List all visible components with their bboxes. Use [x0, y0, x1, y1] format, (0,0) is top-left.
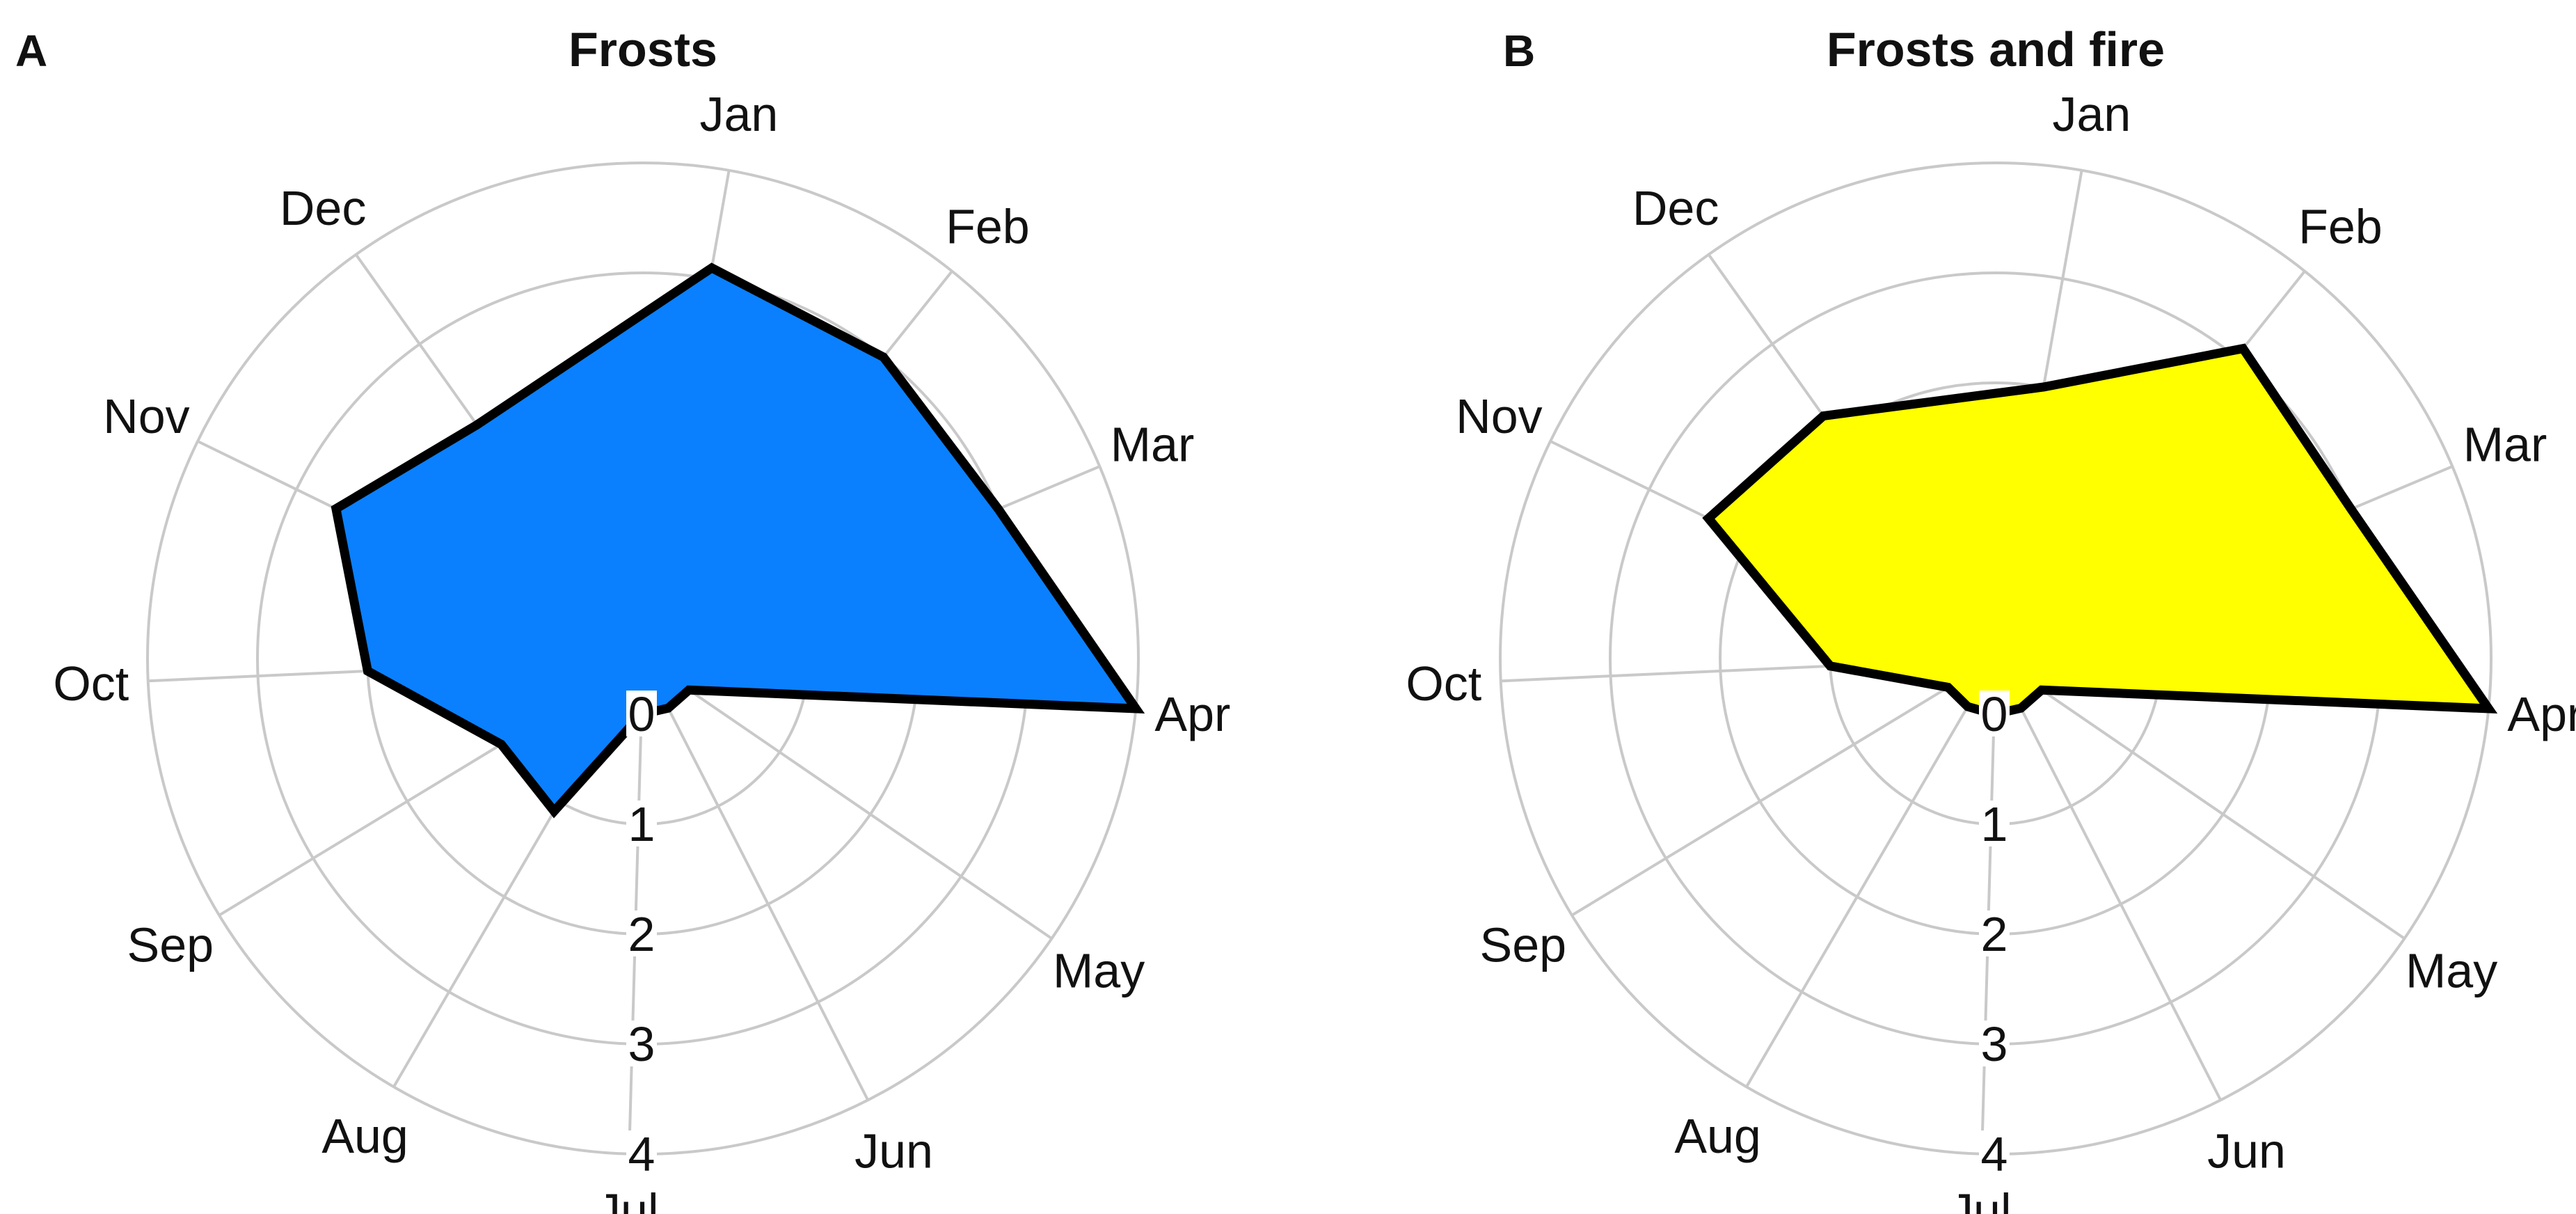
tick-label-background: [1979, 691, 2010, 736]
radial-tick-label: 1: [628, 797, 655, 851]
spoke-aug: [1745, 706, 1969, 1088]
month-label-aug: Aug: [321, 1109, 408, 1163]
month-label-jun: Jun: [2207, 1124, 2286, 1178]
radial-tick-labels: 0 1 2 3 4: [626, 687, 657, 1181]
month-label-may: May: [1053, 944, 1145, 998]
month-labels: Jan Feb Mar Apr May Jun Jul Aug Sep Oct Nov Dec: [53, 87, 1230, 1214]
month-label-nov: Nov: [1456, 389, 1542, 443]
tick-label-background: [626, 1130, 657, 1176]
tick-label-background: [1979, 1130, 2010, 1176]
month-label-mar: Mar: [1111, 417, 1195, 471]
month-label-jan: Jan: [2052, 87, 2131, 141]
radar-data: [1702, 343, 2498, 719]
month-label-aug: Aug: [1674, 1109, 1761, 1163]
radial-tick-label: 4: [1981, 1127, 2008, 1181]
radial-tick-label: 3: [1981, 1017, 2008, 1071]
radar-panel-frosts-and-fire: B Frosts and fire Jan Feb Mar Apr May Jun Jul A…: [1406, 22, 2576, 1214]
month-label-jul: Jul: [1949, 1184, 2011, 1214]
month-label-may: May: [2406, 944, 2497, 998]
tick-label-background: [626, 691, 657, 736]
month-label-feb: Feb: [946, 200, 1030, 254]
month-label-jul: Jul: [596, 1184, 658, 1214]
month-label-dec: Dec: [1632, 181, 1719, 235]
month-label-mar: Mar: [2463, 417, 2547, 471]
month-label-nov: Nov: [103, 389, 189, 443]
tick-label-background: [1979, 1020, 2010, 1066]
month-label-apr: Apr: [1154, 687, 1230, 741]
tick-label-background: [626, 801, 657, 846]
radial-tick-label: 0: [1981, 687, 2008, 741]
month-label-sep: Sep: [1480, 917, 1567, 972]
month-label-jun: Jun: [854, 1124, 933, 1178]
series-area: [331, 262, 1145, 819]
spoke-jun: [2019, 707, 2223, 1101]
radial-tick-label: 2: [1981, 907, 2008, 961]
radial-tick-labels: 0 1 2 3 4: [1979, 687, 2010, 1181]
spoke-may: [687, 688, 1053, 940]
month-label-feb: Feb: [2298, 200, 2383, 254]
chart-title: Frosts: [569, 22, 717, 77]
spoke-jun: [667, 707, 870, 1101]
month-label-apr: Apr: [2507, 687, 2576, 741]
radial-tick-label: 2: [628, 907, 655, 961]
tick-label-background: [626, 1020, 657, 1066]
radial-tick-label: 3: [628, 1017, 655, 1071]
month-labels: Jan Feb Mar Apr May Jun Jul Aug Sep Oct Nov Dec: [1406, 87, 2576, 1214]
month-label-oct: Oct: [1406, 656, 1481, 711]
month-label-dec: Dec: [280, 181, 366, 235]
radar-panel-frosts: A Frosts Jan Feb Mar Apr May Jun Jul Aug Sep Oct N…: [15, 22, 1230, 1214]
radial-tick-label: 0: [628, 687, 655, 741]
panel-letter: B: [1503, 26, 1535, 76]
spoke-sep: [1571, 686, 1949, 917]
month-label-oct: Oct: [53, 656, 129, 711]
month-label-sep: Sep: [127, 917, 214, 972]
chart-title: Frosts and fire: [1827, 22, 2165, 77]
radial-tick-label: 1: [1981, 797, 2008, 851]
series-area: [1702, 343, 2498, 719]
tick-label-background: [626, 910, 657, 956]
panel-letter: A: [15, 26, 47, 76]
radial-tick-label: 4: [628, 1127, 655, 1181]
spoke-may: [2040, 688, 2406, 940]
month-label-jan: Jan: [699, 87, 778, 141]
radar-data: [331, 262, 1145, 819]
tick-label-background: [1979, 910, 2010, 956]
tick-label-background: [1979, 801, 2010, 846]
